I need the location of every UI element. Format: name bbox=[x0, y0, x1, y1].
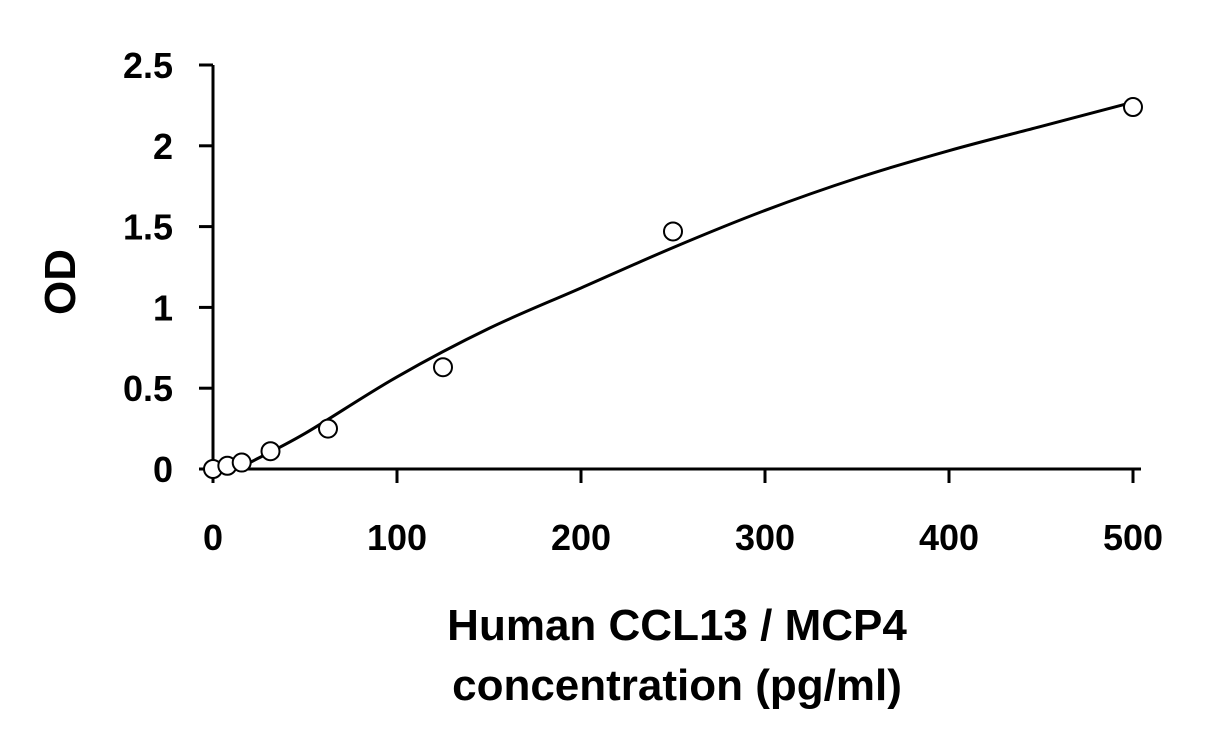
y-tick-label: 0 bbox=[153, 449, 173, 490]
data-point bbox=[1123, 97, 1143, 118]
x-tick-label: 300 bbox=[735, 517, 795, 558]
fit-curve-line bbox=[249, 100, 1134, 464]
tick-labels: 0 0.5 1 1.5 2 2.5 0 100 200 300 400 500 bbox=[123, 45, 1163, 558]
x-tick-label: 500 bbox=[1103, 517, 1163, 558]
x-axis-title-line-2: concentration (pg/ml) bbox=[452, 661, 902, 710]
data-points-layer bbox=[203, 97, 1143, 479]
y-axis-title: OD bbox=[36, 249, 85, 315]
y-tick-label: 1 bbox=[153, 287, 173, 328]
axes bbox=[199, 63, 1141, 483]
x-tick-label: 400 bbox=[919, 517, 979, 558]
data-point bbox=[433, 357, 453, 378]
x-tick-label: 0 bbox=[203, 517, 223, 558]
data-point bbox=[231, 452, 252, 473]
fit-curve-layer bbox=[249, 100, 1134, 464]
data-point bbox=[260, 441, 281, 462]
y-tick-label: 1.5 bbox=[123, 207, 173, 248]
data-point bbox=[663, 221, 683, 242]
x-tick-label: 200 bbox=[551, 517, 611, 558]
x-tick-label: 100 bbox=[367, 517, 427, 558]
y-tick-label: 0.5 bbox=[123, 368, 173, 409]
x-axis-title-line-1: Human CCL13 / MCP4 bbox=[447, 601, 907, 650]
y-tick-label: 2.5 bbox=[123, 45, 173, 86]
y-tick-label: 2 bbox=[153, 126, 173, 167]
data-point bbox=[318, 418, 338, 439]
